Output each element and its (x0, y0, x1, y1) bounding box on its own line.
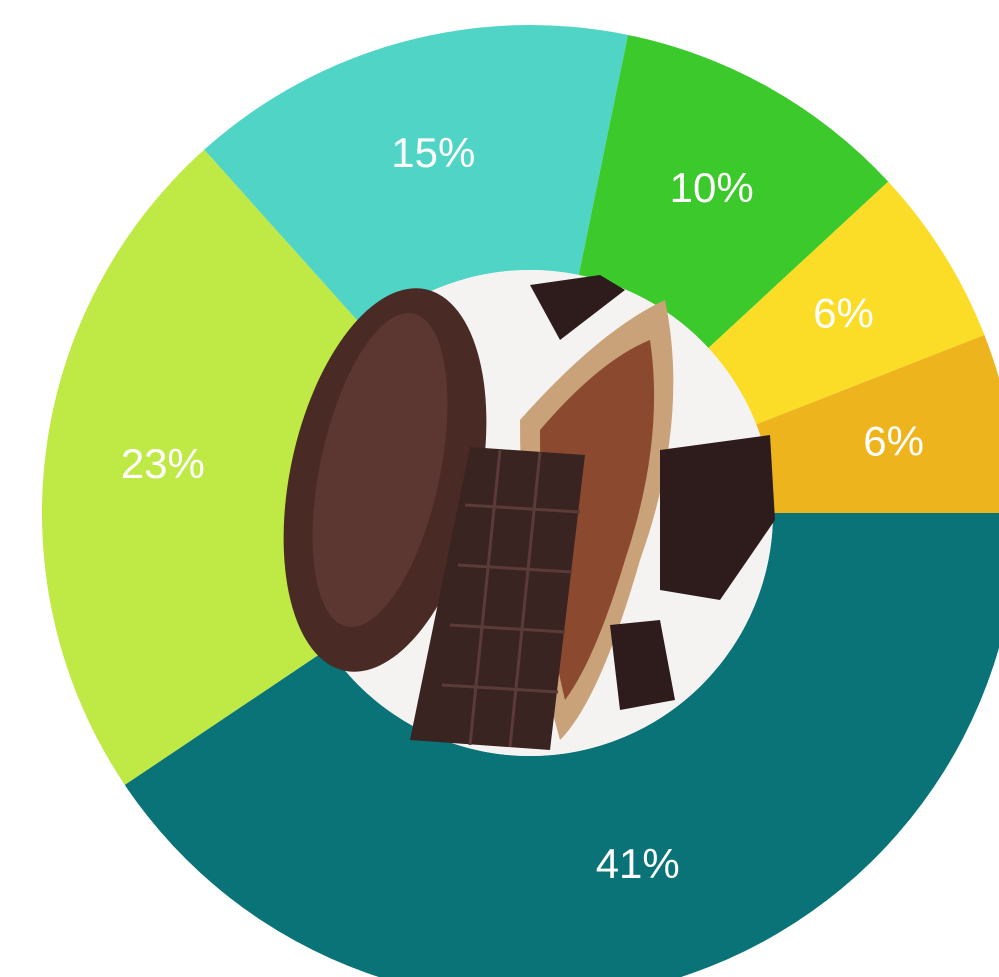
bar-line (441, 683, 559, 694)
value-label: 10% (670, 164, 754, 211)
value-label: 41% (596, 840, 680, 887)
cocoa-beans (540, 340, 655, 700)
value-label: 6% (813, 290, 874, 337)
slice (708, 181, 985, 425)
chocolate-piece (610, 620, 675, 710)
slice (41, 149, 368, 785)
slice (124, 513, 999, 977)
bar-line (449, 623, 566, 634)
slices (41, 25, 999, 977)
slice (204, 25, 628, 333)
chocolate-piece (530, 275, 625, 340)
bar-line (457, 563, 573, 574)
bar-line (468, 449, 502, 746)
chocolate-bar (410, 447, 585, 750)
center-image (283, 270, 775, 756)
chocolate-bar-grid (441, 449, 581, 748)
bar-line (508, 451, 542, 748)
slice (756, 335, 999, 513)
value-label: 6% (863, 417, 924, 464)
slice (578, 34, 889, 348)
value-label: 23% (121, 440, 205, 487)
value-label: 15% (391, 129, 475, 176)
labels: 41% 23% 15% 10% 6% 6% (121, 129, 924, 887)
cocoa-pod-highlight (312, 312, 448, 628)
bar-line (464, 503, 581, 514)
chocolate-piece (660, 435, 775, 600)
